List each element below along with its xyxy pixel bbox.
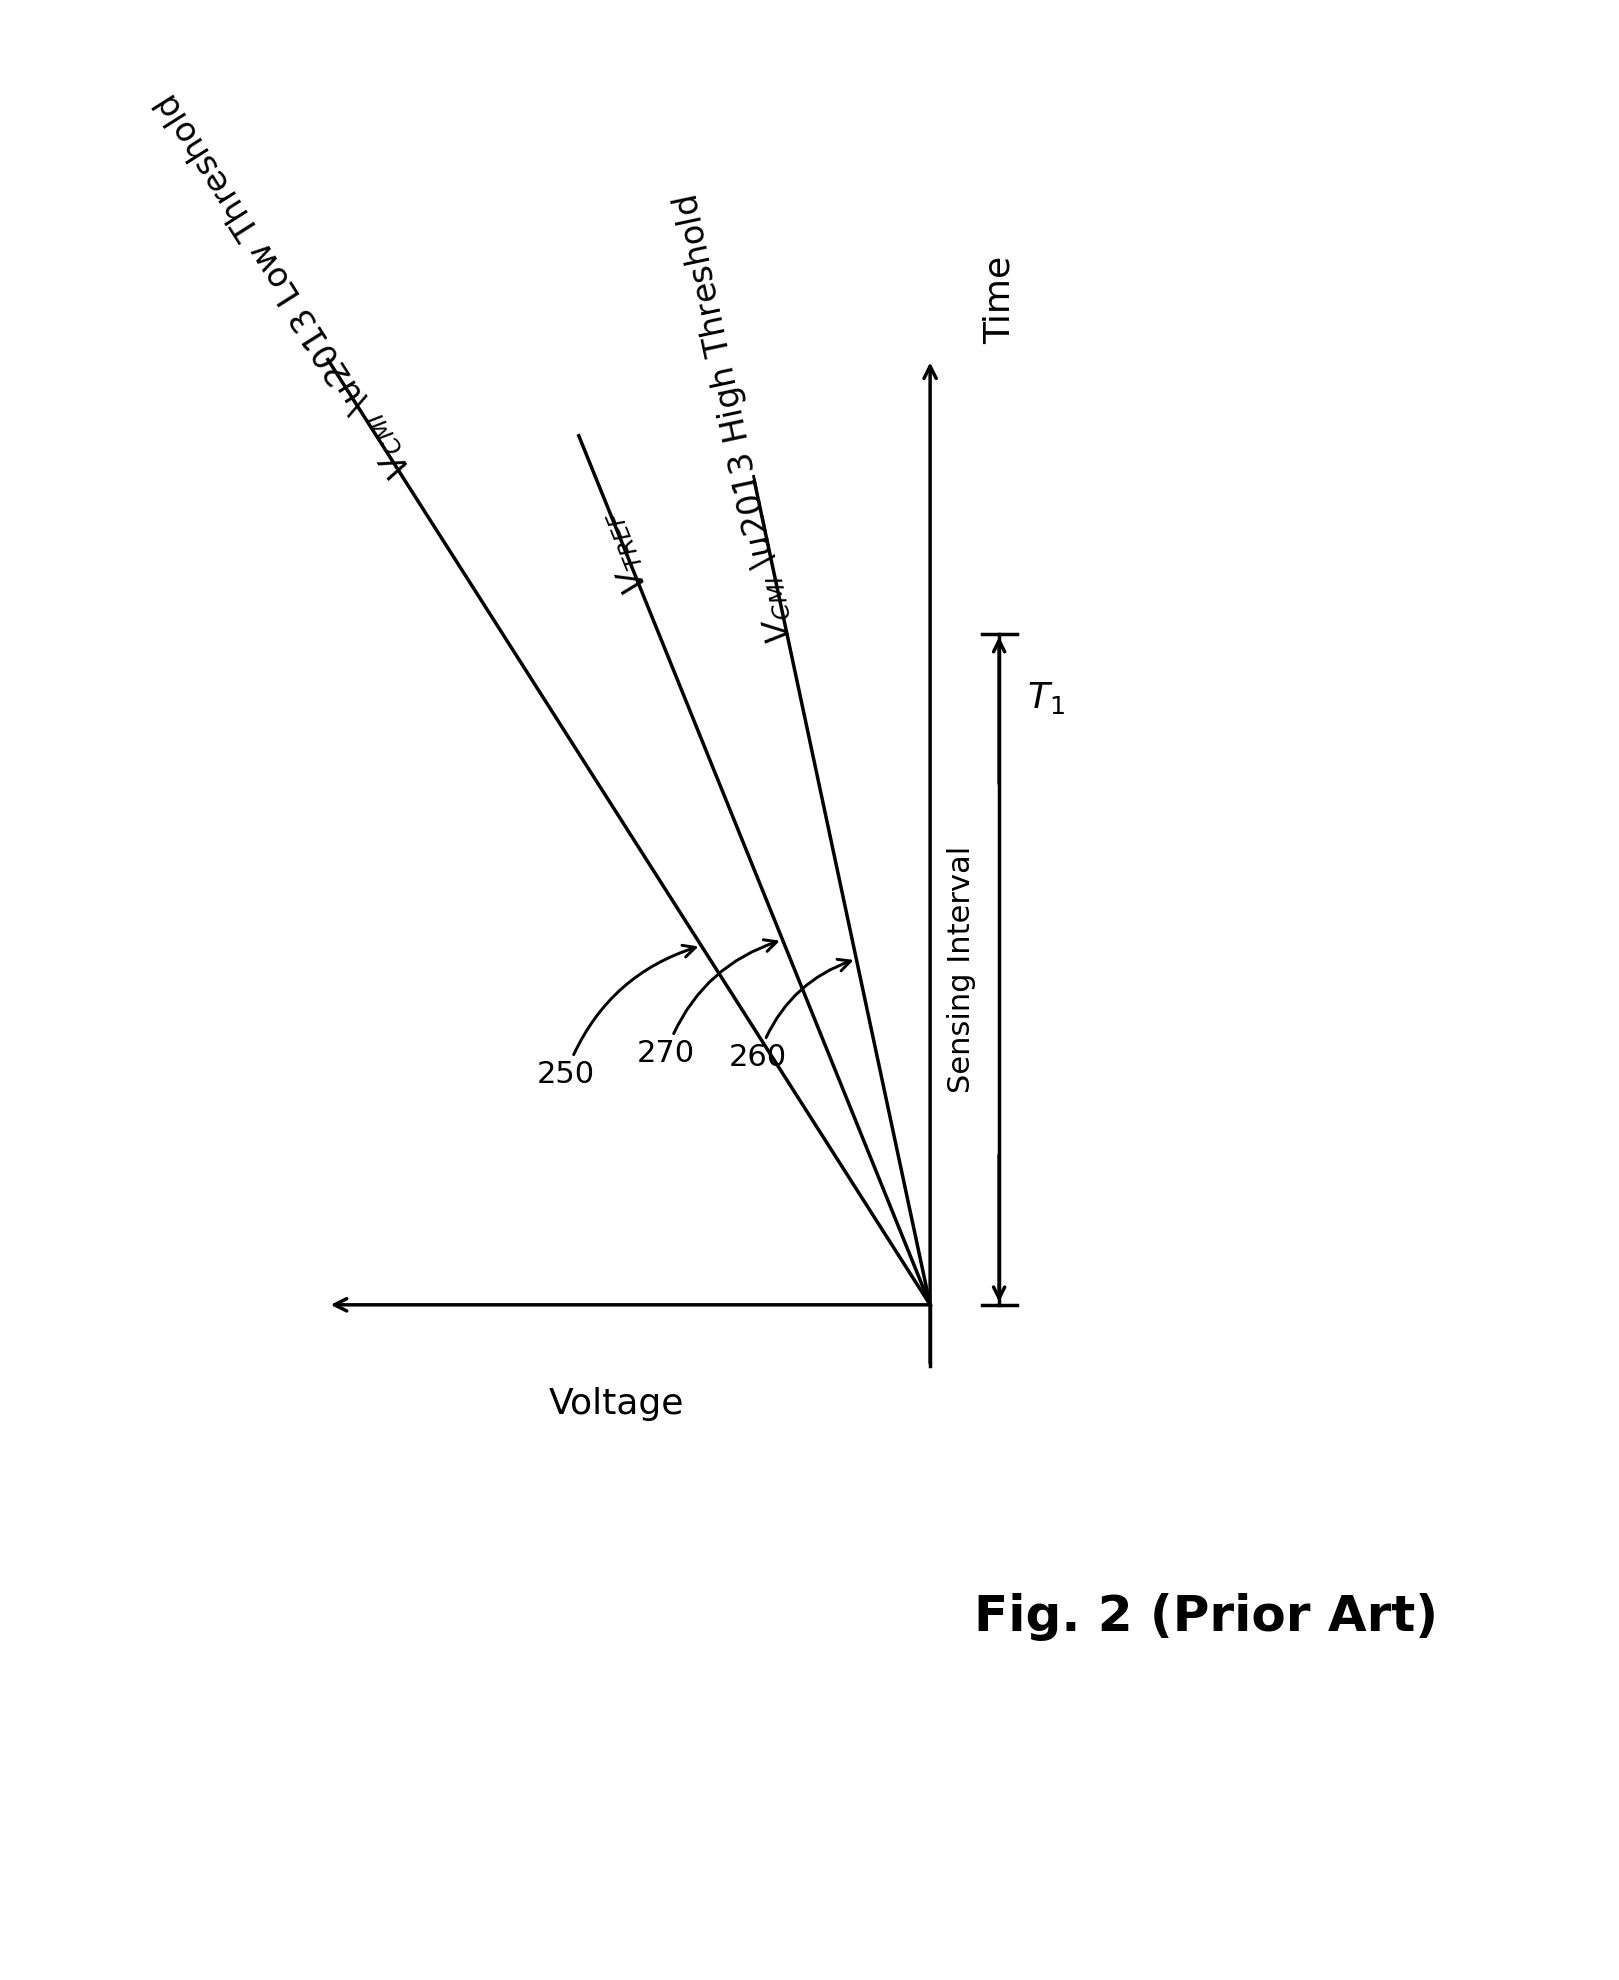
Text: Voltage: Voltage	[549, 1386, 685, 1422]
Text: $V_{CMI}$ \u2013 High Threshold: $V_{CMI}$ \u2013 High Threshold	[669, 192, 800, 645]
Text: $V_{CMI}$ \u2013 Low Threshold: $V_{CMI}$ \u2013 Low Threshold	[149, 87, 419, 485]
Text: $V_{TREF}$: $V_{TREF}$	[591, 507, 654, 598]
Text: 250: 250	[536, 944, 696, 1089]
Text: 260: 260	[729, 960, 850, 1071]
Text: $T_1$: $T_1$	[1026, 679, 1065, 715]
Text: Time: Time	[983, 255, 1017, 345]
Text: Fig. 2 (Prior Art): Fig. 2 (Prior Art)	[975, 1594, 1438, 1641]
Text: 270: 270	[636, 940, 777, 1067]
Text: Sensing Interval: Sensing Interval	[947, 845, 976, 1093]
